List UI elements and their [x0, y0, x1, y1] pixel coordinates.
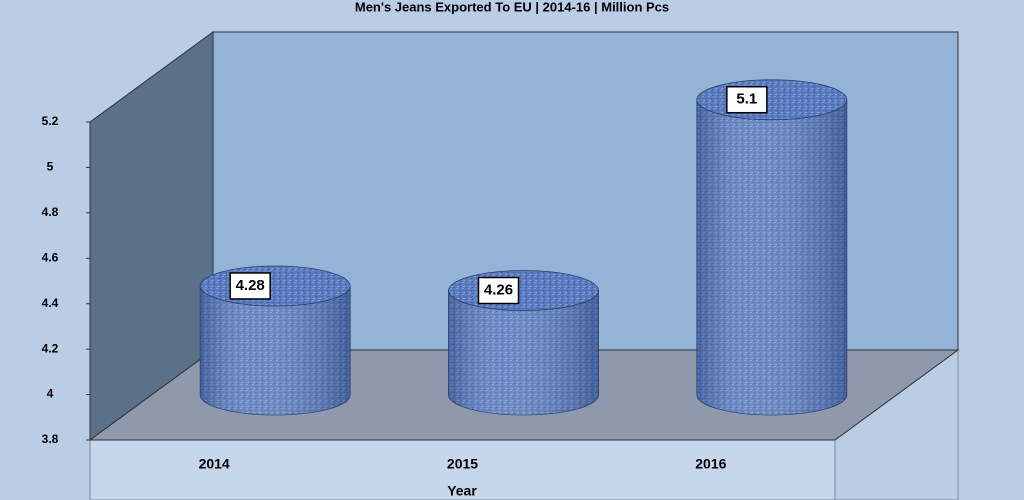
- data-label-box: [477, 276, 520, 305]
- x-tick-label: 2016: [695, 456, 726, 472]
- y-tick-label: 5.2: [42, 114, 59, 128]
- y-tick-label: 4.2: [42, 341, 59, 355]
- data-label: 5.1: [736, 91, 757, 108]
- x-axis-label: Year: [447, 483, 477, 499]
- bar-top: [448, 270, 599, 311]
- data-label-box: [726, 85, 768, 114]
- x-tick-label: 2015: [447, 456, 478, 472]
- y-tick-label: 4: [47, 387, 54, 401]
- bar-top: [199, 265, 351, 307]
- data-label: 4.28: [236, 277, 265, 294]
- front-panel: [89, 439, 836, 500]
- y-tick-label: 4.6: [42, 250, 59, 264]
- bar-shade: [200, 285, 351, 415]
- data-label: 4.26: [484, 281, 513, 298]
- y-tick-label: 4.8: [42, 205, 59, 219]
- y-tick-label: 5: [47, 160, 54, 174]
- chart-title: Men's Jeans Exported To EU | 2014-16 | M…: [355, 0, 669, 14]
- bar-top: [696, 79, 848, 121]
- y-tick-label: 3.8: [42, 432, 59, 446]
- bar-shade: [448, 290, 599, 415]
- bar-shade: [696, 99, 847, 415]
- x-tick-label: 2014: [199, 456, 230, 472]
- data-label-box: [229, 272, 271, 300]
- y-tick-label: 4.4: [42, 296, 59, 310]
